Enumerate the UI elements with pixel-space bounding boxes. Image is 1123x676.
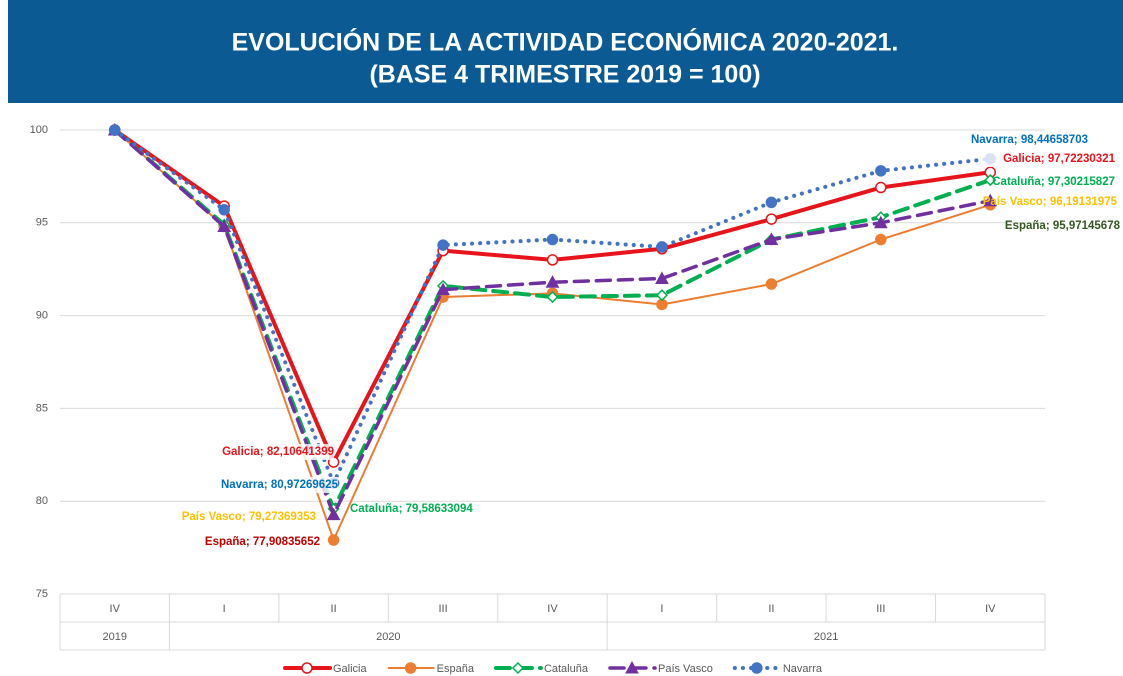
legend-label: País Vasco [658, 663, 713, 675]
data-label: España; 95,97145678 [1005, 220, 1121, 232]
legend-marker [751, 662, 763, 674]
data-point [326, 507, 341, 521]
data-label: Navarra; 98,44658703 [971, 134, 1088, 146]
data-point [655, 289, 669, 302]
chart-title: EVOLUCIÓN DE LA ACTIVIDAD ECONÓMICA 2020… [232, 27, 899, 57]
label-bg [199, 444, 334, 460]
legend-label: Galicia [333, 663, 368, 675]
x-tick-label: III [438, 603, 447, 615]
y-tick-label: 100 [30, 124, 48, 136]
chart-subtitle: (BASE 4 TRIMESTRE 2019 = 100) [369, 61, 760, 89]
data-point [765, 278, 778, 290]
data-point [546, 290, 559, 304]
label-bg [953, 132, 1088, 148]
data-point [436, 282, 450, 296]
data-point [875, 181, 887, 194]
data-point [765, 213, 778, 225]
y-tick-label: 90 [36, 310, 48, 322]
data-label: Galicia; 82,10641399 [222, 446, 334, 458]
data-point [984, 174, 997, 187]
legend-marker [625, 660, 639, 674]
title-band [8, 0, 1123, 103]
data-point [875, 165, 887, 177]
year-label: 2020 [376, 631, 400, 643]
label-bg [980, 151, 1115, 167]
data-point [765, 196, 778, 209]
data-point [656, 241, 668, 253]
x-tick-label: IV [110, 603, 121, 615]
data-point [218, 204, 230, 216]
year-label: 2019 [102, 631, 126, 643]
legend-marker [404, 662, 417, 674]
label-bg [203, 477, 338, 493]
data-point [873, 215, 888, 229]
legend-marker [301, 662, 313, 674]
data-label: País Vasco; 79,27369353 [182, 511, 316, 523]
x-tick-label: IV [985, 603, 996, 615]
data-point [983, 193, 998, 207]
legend-label: Cataluña [544, 663, 589, 675]
data-label: España; 77,90835652 [205, 536, 320, 548]
data-point [545, 275, 560, 288]
data-label: Cataluña; 79,58633094 [350, 503, 473, 515]
data-point [764, 232, 779, 246]
y-tick-label: 75 [36, 588, 48, 600]
data-point [546, 254, 559, 266]
data-point [546, 233, 559, 246]
legend-marker [511, 661, 524, 675]
x-tick-label: II [331, 603, 337, 615]
year-label: 2021 [814, 631, 838, 643]
data-point [655, 271, 669, 284]
data-point [108, 124, 121, 136]
x-tick-label: IV [547, 603, 558, 615]
data-label: Cataluña; 97,30215827 [992, 176, 1115, 188]
legend-label: Navarra [783, 663, 823, 675]
y-tick-label: 85 [36, 402, 48, 414]
legend-label: España [437, 663, 475, 675]
data-point [437, 239, 449, 251]
data-label: Navarra; 80,97269625 [221, 479, 339, 491]
data-point [327, 534, 340, 546]
x-tick-label: I [223, 603, 226, 615]
x-tick-label: I [660, 603, 663, 615]
data-label: Galicia; 97,72230321 [1003, 153, 1115, 165]
x-tick-label: III [876, 603, 885, 615]
data-point [875, 233, 887, 246]
x-tick-label: II [768, 603, 774, 615]
data-point [217, 219, 232, 233]
y-tick-label: 80 [36, 495, 48, 507]
y-tick-label: 95 [36, 217, 48, 229]
data-label: País Vasco; 96,19131975 [983, 196, 1118, 208]
series-line [112, 128, 993, 486]
